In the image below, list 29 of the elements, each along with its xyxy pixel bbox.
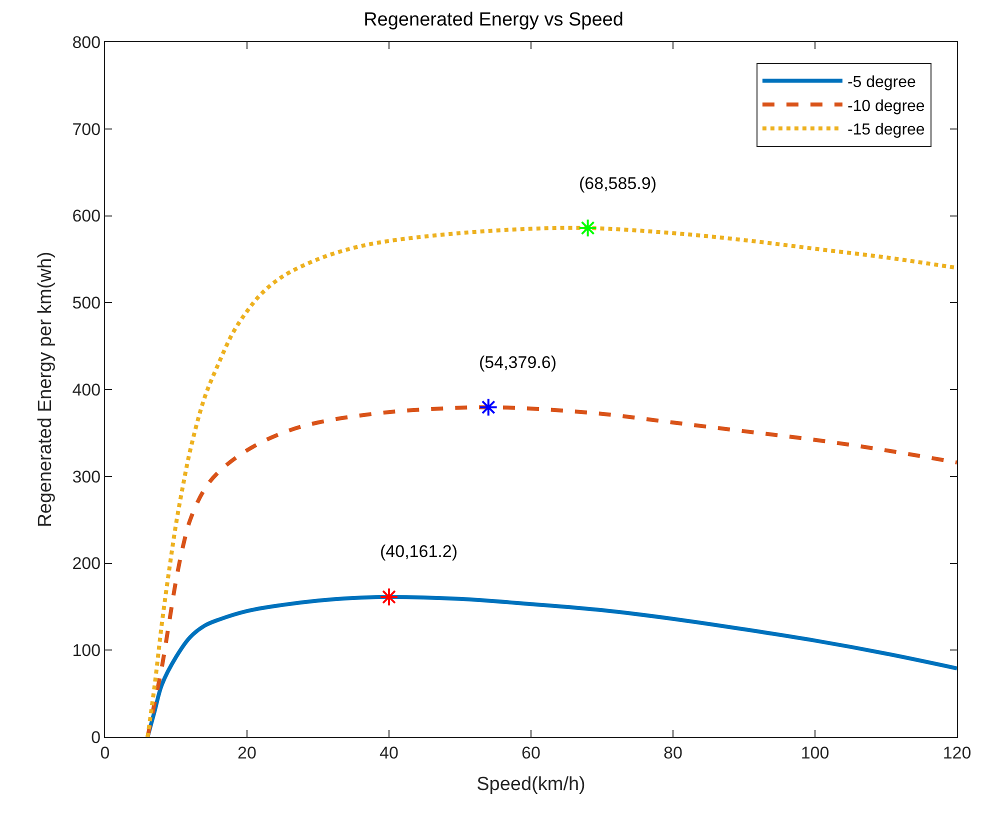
legend-label: -15 degree <box>847 122 925 139</box>
y-tick-label: 300 <box>72 467 101 486</box>
x-tick-label: 120 <box>942 743 972 762</box>
point <box>479 398 498 417</box>
chart-title: Regenerated Energy vs Speed <box>364 10 624 31</box>
x-tick-label: 80 <box>664 743 682 762</box>
y-tick-label: 0 <box>91 728 101 747</box>
legend-label: -5 degree <box>847 74 916 91</box>
x-tick-label: 60 <box>522 743 540 762</box>
point <box>380 588 398 606</box>
x-axis-title: Speed(km/h) <box>476 774 586 796</box>
annotation: (40,161.2) <box>380 542 458 561</box>
legend-label: -10 degree <box>847 98 925 115</box>
annotation: (68,585.9) <box>579 174 656 193</box>
y-axis-title: Regenerated Energy per km(wh) <box>35 252 56 528</box>
line-series <box>146 226 957 737</box>
annotation: (54,379.6) <box>479 353 556 372</box>
x-tick-label: 100 <box>800 743 830 762</box>
y-tick-label: 800 <box>72 32 101 52</box>
line-series <box>146 405 957 737</box>
y-tick-label: 400 <box>72 380 101 400</box>
y-tick-label: 600 <box>72 206 101 226</box>
y-tick-label: 200 <box>72 554 101 574</box>
point <box>578 218 598 238</box>
x-tick-label: 40 <box>380 743 398 762</box>
x-tick-label: 20 <box>238 743 256 762</box>
y-tick-label: 500 <box>72 294 101 313</box>
y-tick-label: 700 <box>72 120 101 139</box>
y-tick-label: 100 <box>72 641 101 660</box>
